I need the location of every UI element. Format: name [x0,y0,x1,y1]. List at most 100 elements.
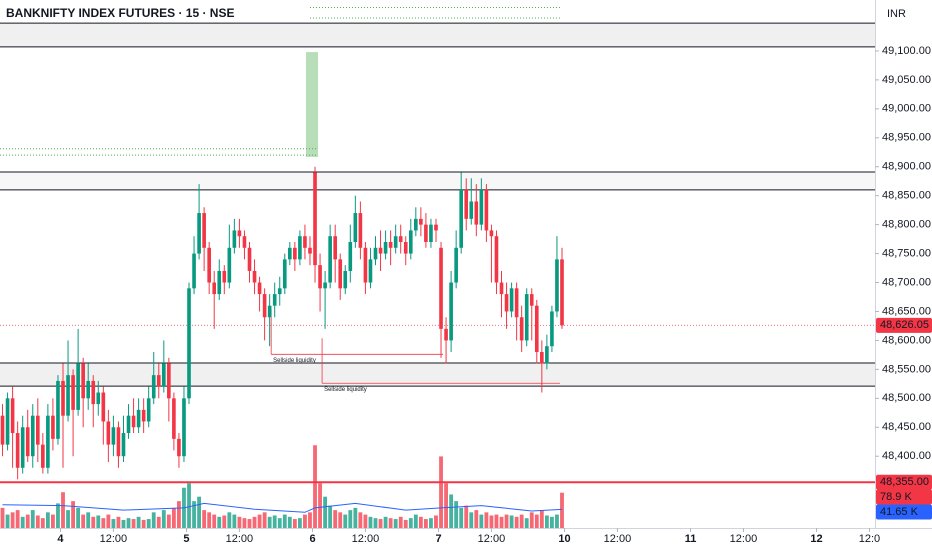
candle-body [56,380,60,439]
axis-price-tag-label: 48,355.00 [880,476,929,488]
volume-bar [423,519,428,528]
volume-bar [474,510,479,528]
volume-bar [328,505,333,528]
volume-bar [494,514,499,528]
candle-body [167,363,171,399]
candle-body [464,189,469,219]
candle-body [151,375,156,399]
candle-body [424,224,428,242]
candle-body [41,444,45,468]
candle-body [146,398,151,422]
volume-bar [20,516,25,528]
candle-body [61,380,65,416]
candle-body [156,375,161,387]
candle-body [454,247,458,283]
volume-bar [81,514,86,528]
volume-ma-line [2,502,563,513]
volume-bar [368,516,373,528]
volume-bar [333,510,338,528]
candle-body [560,259,564,326]
axis-price-tag [876,317,932,333]
x-tick-label: 4 [57,533,64,545]
candle-body [308,247,312,254]
liquidity-label: Sellside liquidity [324,387,367,393]
y-tick-label: 49,050.00 [882,74,931,86]
axis-price-tag [876,474,932,490]
volume-bar [227,512,232,528]
volume-bar [217,516,222,528]
volume-bar [161,510,166,528]
y-tick-label: 48,900.00 [882,161,931,173]
volume-bar [418,516,423,528]
volume-bar [544,515,549,528]
candle-body [459,189,464,248]
candle-body [0,415,5,445]
volume-bar [272,515,277,528]
volume-bar [15,510,20,528]
y-tick-label: 48,450.00 [882,421,931,433]
candle-body [509,288,514,312]
zone [0,23,875,47]
volume-bar [292,519,297,528]
volume-bar [539,510,544,528]
candle-body [529,294,534,306]
candle-body [131,415,136,428]
volume-bar [343,514,348,528]
currency-label: INR [887,8,906,20]
candle-body [247,247,252,271]
x-tick-label: 7 [435,533,441,545]
candle-body [232,230,237,248]
volume-bar [529,512,534,528]
volume-bar [202,510,207,528]
candle-body [524,294,529,341]
volume-bar [388,518,393,528]
y-tick-label: 48,400.00 [882,450,931,462]
x-tick-label: 12:00 [730,533,758,545]
candle-body [81,363,85,399]
volume-bar [51,514,55,528]
volume-bar [71,501,75,528]
volume-bar [313,445,317,528]
candle-body [35,415,40,445]
x-tick-label: 10 [558,533,570,545]
volume-bar [464,505,469,528]
volume-bar [151,512,156,528]
volume-bar [61,492,65,528]
volume-bar [232,514,237,528]
volume-bar [136,516,141,528]
volume-bar [303,514,307,528]
candle-body [393,236,398,248]
candle-body [136,409,141,428]
y-tick-label: 48,850.00 [882,190,931,202]
volume-bar [358,512,363,528]
y-tick-label: 48,700.00 [882,276,931,288]
volume-bar [429,518,433,528]
candle-body [429,224,433,242]
candle-body [111,427,116,445]
candle-body [499,282,504,295]
candle-body [419,218,423,225]
candle-body [96,392,101,405]
candle-body [30,415,35,457]
candle-body [207,247,211,283]
volume-bar [534,514,539,528]
x-tick-label: 12:00 [226,533,254,545]
volume-bar [267,516,272,528]
candle-body [514,288,519,318]
candle-body [51,415,55,439]
candle-body [323,282,327,289]
volume-bar [111,519,116,528]
candle-body [10,398,15,434]
volume-bar [212,514,217,528]
candle-body [91,380,96,405]
volume-bar [116,516,121,528]
volume-bar [207,512,212,528]
y-tick-label: 48,950.00 [882,132,931,144]
candle-body [343,270,348,289]
candle-body [403,242,408,254]
y-tick-label: 48,800.00 [882,219,931,231]
zone [0,171,875,190]
candle-body [202,213,206,248]
highlight-box [305,52,319,157]
candle-body [212,282,217,295]
